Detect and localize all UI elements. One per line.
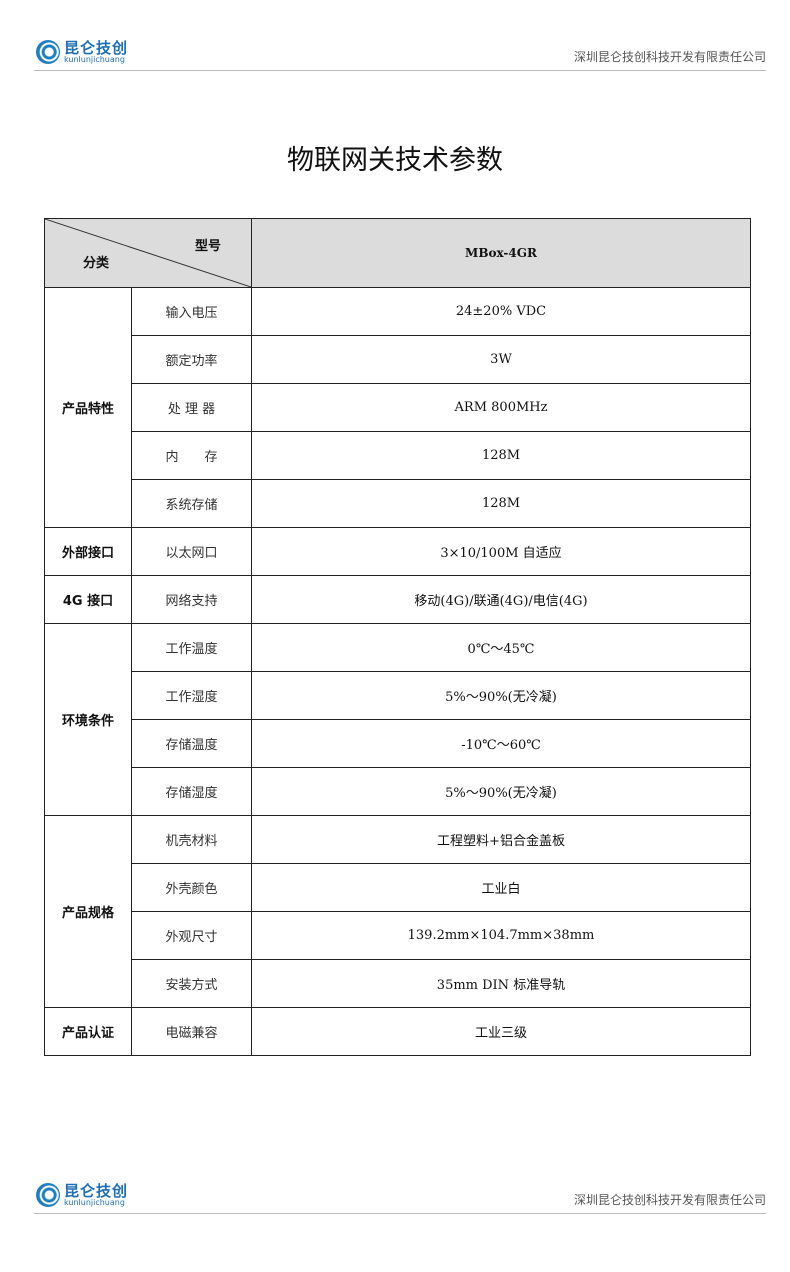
param-value: 24±20% VDC [251,287,751,336]
table-row: 外壳颜色 工业白 [45,863,751,912]
table-row: 环境条件 工作温度 0℃～45℃ [44,623,751,816]
param-value: 3×10/100M 自适应 [251,527,751,576]
param-name: 安装方式 [131,959,252,1008]
logo-text: 昆仑技创 [64,38,129,57]
param-value: -10℃～60℃ [251,719,751,768]
table-row: 存储湿度 5%～90%(无冷凝) [45,767,751,816]
param-value: 5%～90%(无冷凝) [251,767,751,816]
company-name: 深圳昆仑技创科技开发有限责任公司 [573,50,766,64]
param-value: 35mm DIN 标准导轨 [251,959,751,1008]
param-name: 存储温度 [131,719,252,768]
param-value: ARM 800MHz [251,383,751,432]
param-value: 工业白 [251,863,751,912]
corner-model-label: 型号 [194,239,221,254]
spec-table: 型号 分类 MBox-4GR 产品特性 输入电压 24±20% VDC 额定功率 3W 处 理… [44,218,751,1056]
logo-text: 昆仑技创 [64,1181,129,1200]
param-name: 内 存 [131,431,252,480]
category-cell: 产品规格 [44,815,132,1008]
param-value: 128M [251,479,751,528]
category-cell: 外部接口 [44,527,132,576]
category-cell: 环境条件 [44,623,132,816]
model-header: MBox-4GR [251,218,751,288]
param-name: 以太网口 [131,527,252,576]
category-cell: 产品特性 [44,287,132,528]
page-title: 物联网关技术参数 [287,145,503,176]
param-value: 128M [251,431,751,480]
table-row: 内 存 128M [45,431,751,480]
logo-swirl-icon [36,40,60,64]
logo-subtext: kunlunjichuang [64,1197,125,1207]
param-name: 电磁兼容 [131,1007,252,1056]
table-row: 处 理 器 ARM 800MHz [45,383,751,432]
table-row: 系统存储 128M [45,479,751,528]
param-name: 机壳材料 [131,815,252,864]
table-row: 产品规格 机壳材料 工程塑料+铝合金盖板 [44,815,751,1008]
corner-category-label: 分类 [83,256,110,271]
logo-swirl-icon [36,1183,60,1207]
company-name: 深圳昆仑技创科技开发有限责任公司 [573,1193,766,1207]
table-row: 外部接口 以太网口 3×10/100M 自适应 [44,527,751,576]
param-value: 工程塑料+铝合金盖板 [251,815,751,864]
param-value: 5%～90%(无冷凝) [251,671,751,720]
page-header: 昆仑技创 kunlunjichuang 深圳昆仑技创科技开发有限责任公司 [34,36,766,71]
param-name: 处 理 器 [131,383,252,432]
page-footer: 昆仑技创 kunlunjichuang 深圳昆仑技创科技开发有限责任公司 [34,1179,766,1214]
table-row: 存储温度 -10℃～60℃ [45,719,751,768]
param-value: 移动(4G)/联通(4G)/电信(4G) [251,575,751,624]
table-row: 外观尺寸 139.2mm×104.7mm×38mm [45,911,751,960]
param-value: 工业三级 [251,1007,751,1056]
param-name: 工作温度 [131,623,252,672]
category-cell: 产品认证 [44,1007,132,1056]
param-value: 0℃～45℃ [251,623,751,672]
table-row: 产品认证 电磁兼容 工业三级 [44,1007,751,1056]
table-row: 安装方式 35mm DIN 标准导轨 [45,959,751,1008]
table-row: 工作湿度 5%～90%(无冷凝) [45,671,751,720]
param-value: 139.2mm×104.7mm×38mm [251,911,751,960]
param-name: 存储湿度 [131,767,252,816]
table-row: 额定功率 3W [45,335,751,384]
table-row: 产品特性 输入电压 24±20% VDC [44,287,751,528]
param-name: 外壳颜色 [131,863,252,912]
category-cell: 4G 接口 [44,575,132,624]
param-name: 额定功率 [131,335,252,384]
param-value: 3W [251,335,751,384]
table-row: 4G 接口 网络支持 移动(4G)/联通(4G)/电信(4G) [44,575,751,624]
param-name: 系统存储 [131,479,252,528]
param-name: 网络支持 [131,575,252,624]
corner-header-cell: 型号分类 [44,218,252,288]
logo: 昆仑技创 kunlunjichuang [36,40,128,64]
param-name: 输入电压 [131,287,252,336]
logo-subtext: kunlunjichuang [64,54,125,64]
param-name: 外观尺寸 [131,911,252,960]
footer-logo: 昆仑技创 kunlunjichuang [36,1183,128,1207]
param-name: 工作湿度 [131,671,252,720]
